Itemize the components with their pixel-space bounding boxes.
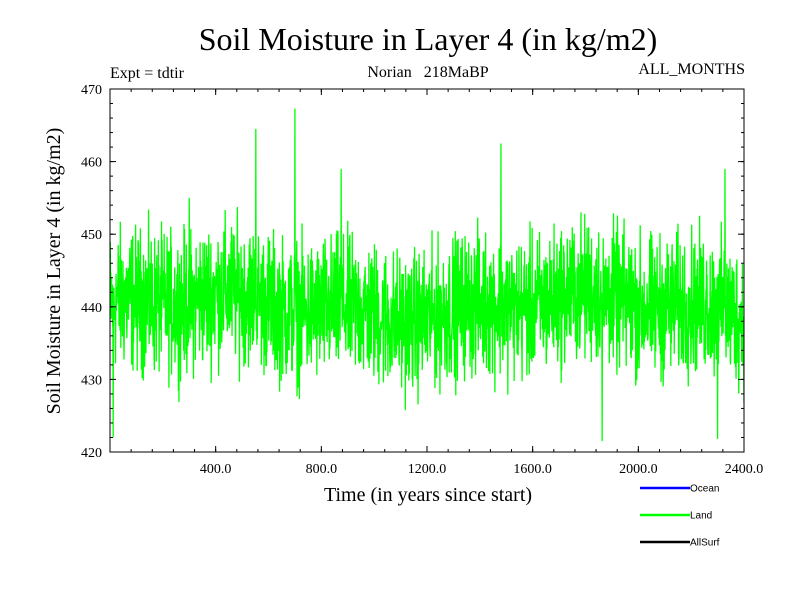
legend: Ocean Land AllSurf <box>640 484 720 549</box>
x-axis: 400.0 800.0 1200.0 1600.0 2000.0 2400.0 <box>130 89 764 477</box>
x-axis-label: Time (in years since start) <box>324 484 532 506</box>
land-series <box>110 108 744 442</box>
y-tick-label: 470 <box>81 83 102 98</box>
land-series-line <box>110 108 744 442</box>
y-tick-label: 420 <box>81 446 102 461</box>
chart-title: Soil Moisture in Layer 4 (in kg/m2) <box>199 21 658 57</box>
y-tick-label: 440 <box>81 301 102 316</box>
x-tick-label: 400.0 <box>200 462 232 477</box>
y-tick-label: 460 <box>81 156 102 171</box>
legend-label-ocean: Ocean <box>690 484 719 495</box>
y-axis-label: Soil Moisture in Layer 4 (in kg/m2) <box>43 128 65 415</box>
legend-label-land: Land <box>690 511 712 522</box>
x-tick-label: 1200.0 <box>408 462 447 477</box>
months-label: ALL_MONTHS <box>638 61 745 78</box>
x-tick-label: 2400.0 <box>725 462 764 477</box>
x-tick-label: 1600.0 <box>513 462 552 477</box>
y-tick-label: 430 <box>81 373 102 388</box>
period-label: Norian 218MaBP <box>367 64 488 81</box>
x-tick-label: 2000.0 <box>619 462 658 477</box>
x-tick-label: 800.0 <box>306 462 338 477</box>
legend-label-allsurf: AllSurf <box>690 538 720 549</box>
experiment-label: Expt = tdtir <box>110 65 185 82</box>
y-tick-label: 450 <box>81 228 102 243</box>
